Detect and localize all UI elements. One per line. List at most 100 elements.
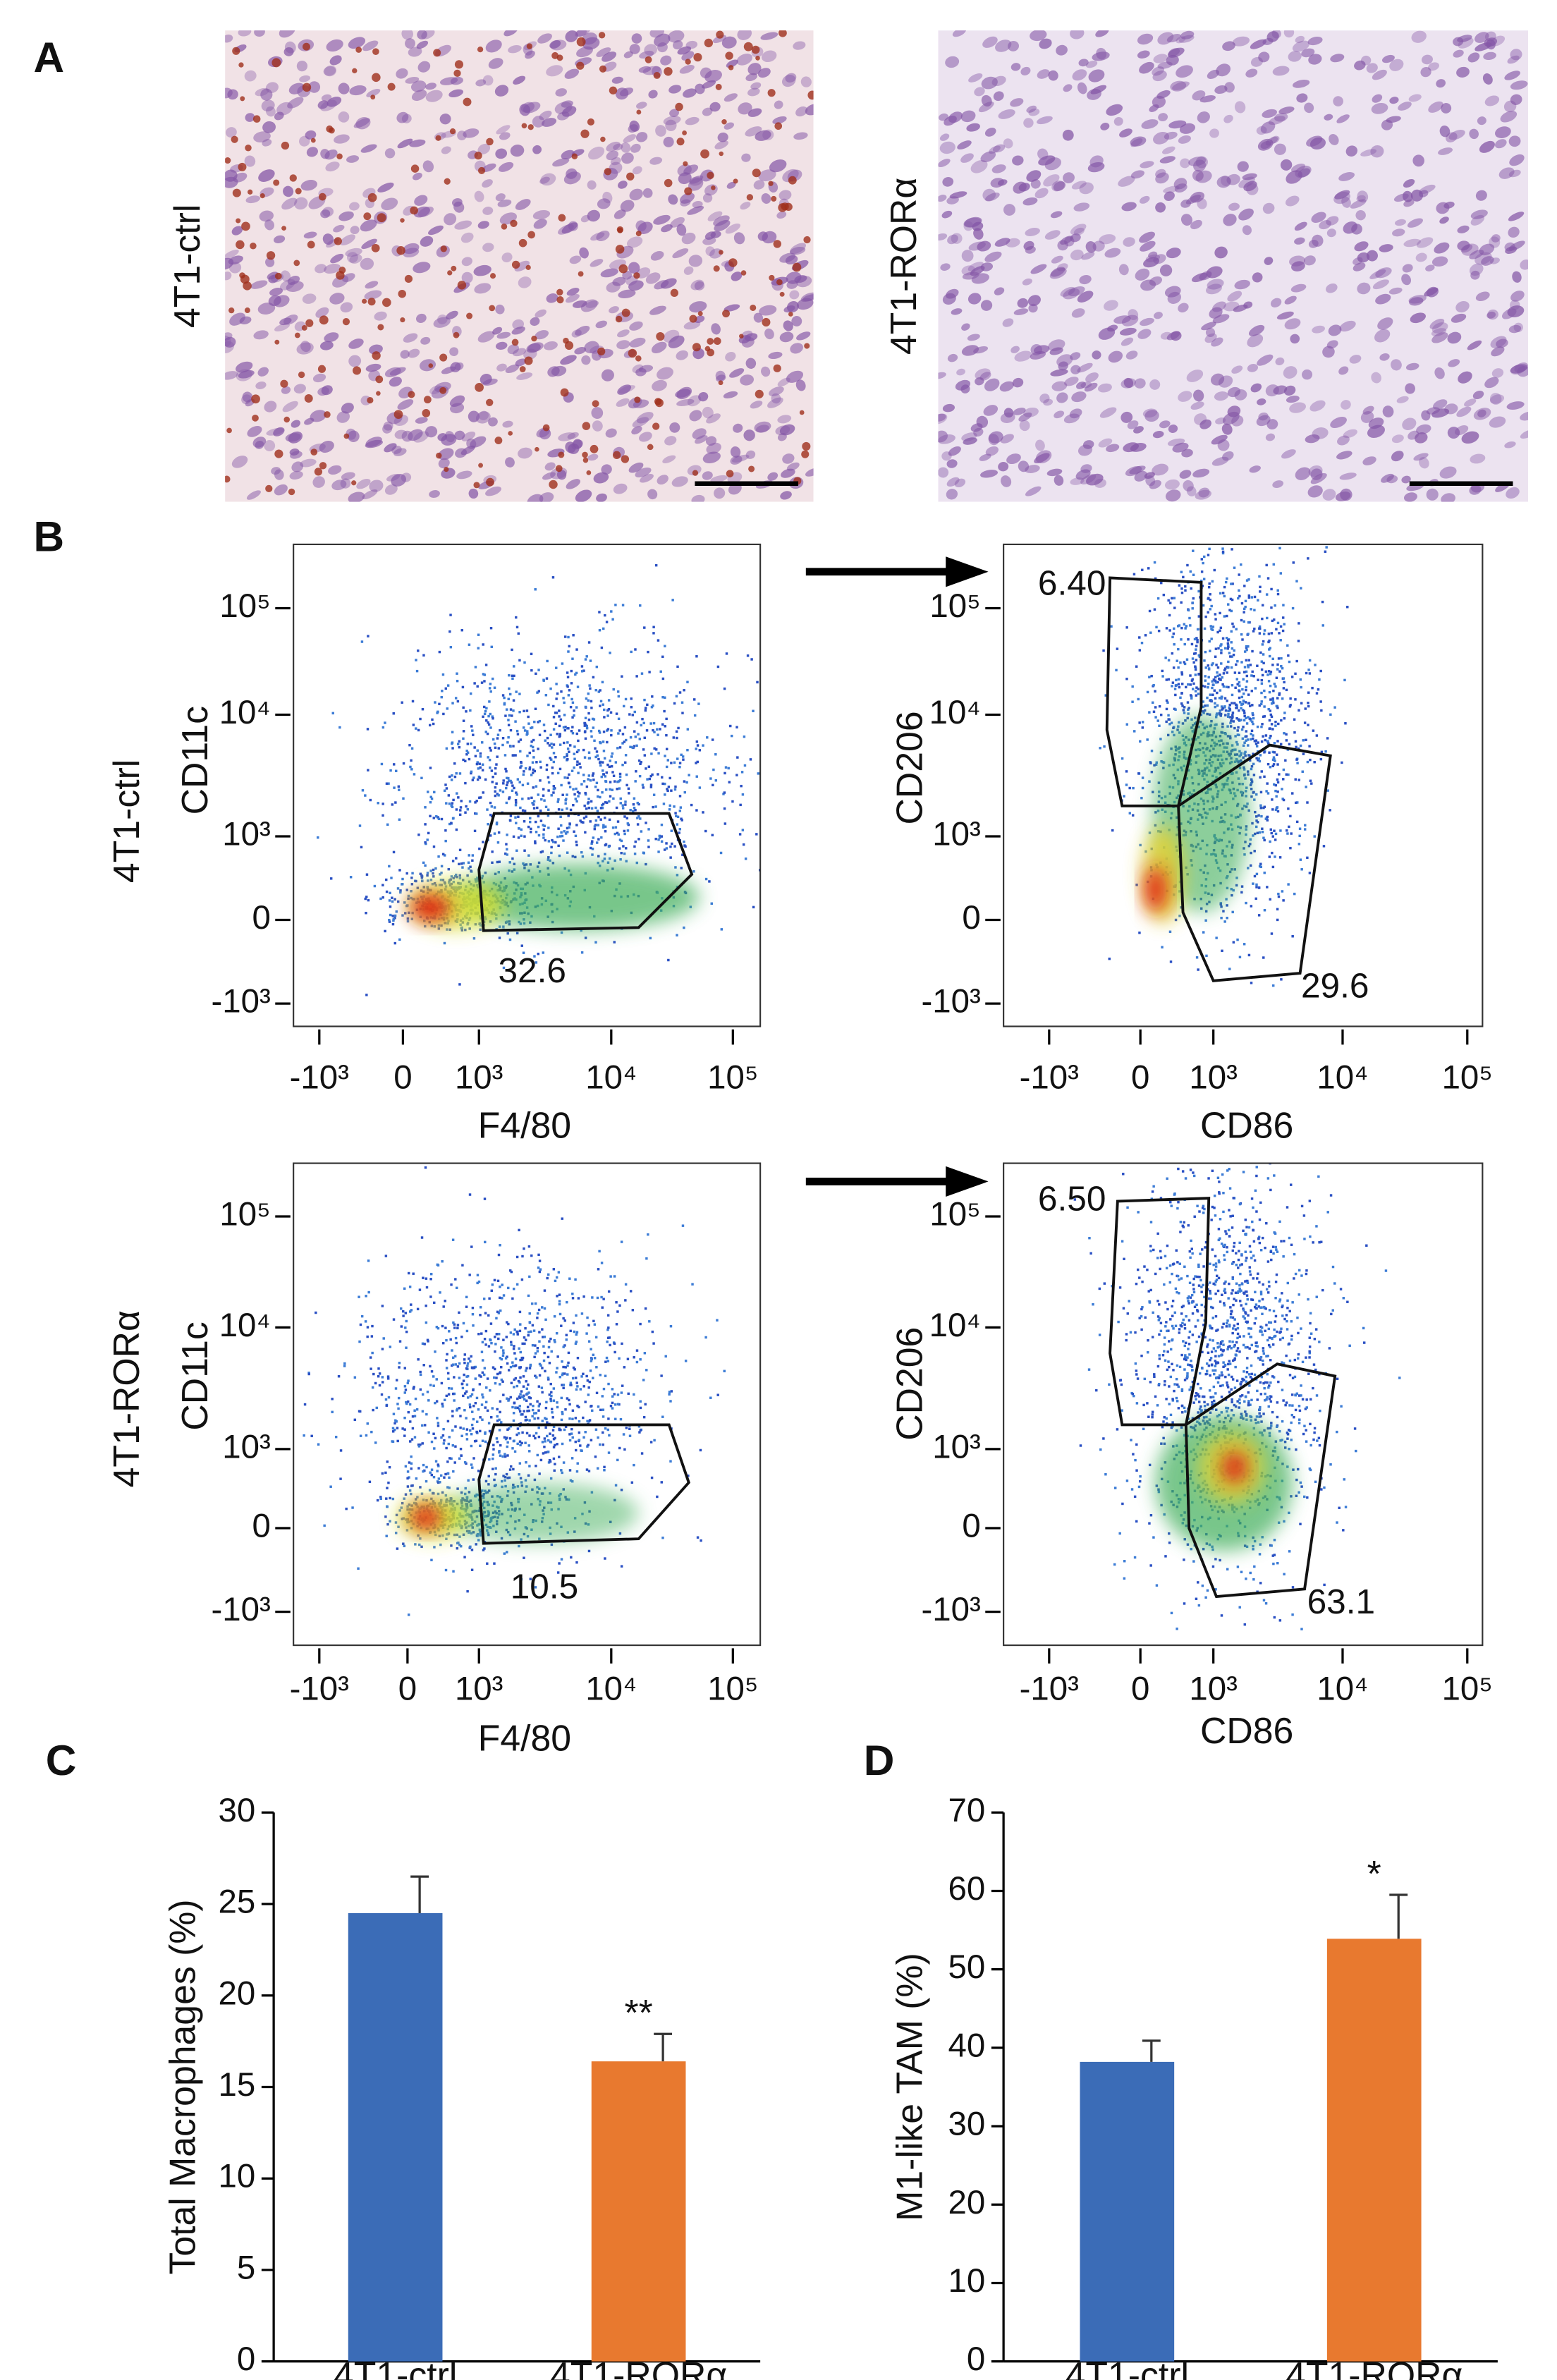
nucleus bbox=[1371, 372, 1381, 384]
nucleus bbox=[1447, 331, 1462, 344]
event-dot bbox=[1266, 792, 1270, 795]
event-dot bbox=[437, 855, 440, 858]
event-dot bbox=[1276, 781, 1280, 784]
nucleus bbox=[668, 194, 678, 205]
event-dot bbox=[664, 793, 666, 796]
event-dot bbox=[558, 724, 561, 728]
event-dot bbox=[604, 788, 608, 791]
event-dot bbox=[429, 814, 432, 817]
event-dot bbox=[660, 823, 664, 826]
nucleus bbox=[1130, 136, 1147, 147]
event-dot bbox=[743, 764, 747, 767]
nucleus bbox=[1470, 453, 1486, 464]
event-dot bbox=[509, 708, 513, 711]
event-dot bbox=[1273, 751, 1276, 754]
nucleus bbox=[754, 421, 771, 433]
event-dot bbox=[479, 928, 482, 931]
event-dot bbox=[543, 824, 546, 827]
nucleus bbox=[1402, 264, 1413, 273]
event-dot bbox=[649, 783, 653, 786]
nucleus bbox=[396, 68, 408, 79]
event-dot bbox=[1175, 683, 1178, 687]
nucleus bbox=[1192, 169, 1204, 181]
event-dot bbox=[496, 841, 500, 844]
nucleus bbox=[317, 100, 329, 109]
event-dot bbox=[507, 736, 510, 739]
event-dot bbox=[692, 870, 695, 873]
event-dot bbox=[549, 733, 552, 736]
panel-label: A bbox=[33, 33, 64, 81]
event-dot bbox=[1262, 735, 1264, 738]
stained-nucleus bbox=[707, 338, 714, 345]
event-dot bbox=[1211, 686, 1214, 690]
nucleus bbox=[1113, 116, 1123, 126]
event-dot bbox=[674, 866, 677, 869]
event-dot bbox=[608, 818, 611, 822]
nucleus bbox=[1470, 270, 1480, 280]
stained-nucleus bbox=[558, 214, 566, 222]
nucleus bbox=[1079, 274, 1092, 285]
stained-nucleus bbox=[238, 162, 247, 171]
nucleus bbox=[341, 472, 355, 480]
event-dot bbox=[1258, 625, 1262, 628]
nucleus bbox=[1176, 65, 1193, 78]
event-dot bbox=[573, 757, 576, 760]
event-dot bbox=[1250, 905, 1253, 908]
event-dot bbox=[1219, 712, 1223, 716]
event-dot bbox=[635, 721, 639, 724]
nucleus bbox=[396, 111, 409, 123]
event-dot bbox=[377, 802, 379, 805]
nucleus bbox=[326, 39, 343, 52]
event-dot bbox=[509, 745, 512, 748]
nucleus bbox=[1262, 202, 1275, 214]
event-dot bbox=[503, 696, 506, 700]
event-dot bbox=[1266, 742, 1270, 745]
stained-nucleus bbox=[599, 65, 607, 73]
event-dot bbox=[1183, 642, 1186, 646]
stained-nucleus bbox=[298, 371, 305, 379]
event-dot bbox=[1262, 956, 1265, 959]
nucleus bbox=[1257, 138, 1274, 151]
event-dot bbox=[484, 871, 487, 874]
event-dot bbox=[484, 778, 487, 781]
event-dot bbox=[1324, 750, 1327, 753]
nucleus bbox=[769, 386, 784, 396]
nucleus bbox=[974, 87, 985, 97]
nucleus bbox=[662, 455, 676, 463]
event-dot bbox=[1150, 750, 1154, 752]
event-dot bbox=[1135, 884, 1138, 886]
event-dot bbox=[1193, 637, 1197, 641]
event-dot bbox=[1255, 886, 1258, 889]
event-dot bbox=[1197, 615, 1201, 618]
nucleus bbox=[1484, 95, 1500, 106]
event-dot bbox=[367, 898, 370, 902]
event-dot bbox=[338, 726, 341, 729]
event-dot bbox=[1285, 688, 1288, 692]
event-dot bbox=[367, 635, 370, 637]
event-dot bbox=[412, 724, 415, 726]
nucleus bbox=[771, 393, 781, 404]
event-dot bbox=[576, 791, 580, 793]
nucleus bbox=[1099, 407, 1117, 418]
nucleus bbox=[356, 478, 371, 489]
event-dot bbox=[664, 696, 666, 699]
event-dot bbox=[554, 722, 557, 726]
event-dot bbox=[1244, 701, 1247, 704]
event-dot bbox=[1233, 671, 1237, 674]
nucleus bbox=[1281, 449, 1296, 459]
nucleus bbox=[1250, 56, 1263, 67]
event-dot bbox=[1183, 706, 1186, 709]
event-dot bbox=[556, 733, 558, 736]
nucleus bbox=[1180, 30, 1195, 39]
event-dot bbox=[1289, 704, 1292, 707]
event-dot bbox=[425, 842, 427, 846]
nucleus bbox=[694, 281, 705, 291]
event-dot bbox=[1324, 550, 1327, 553]
nucleus bbox=[795, 379, 806, 391]
event-dot bbox=[514, 754, 517, 757]
nucleus bbox=[1409, 297, 1424, 306]
nucleus bbox=[1391, 359, 1402, 371]
event-dot bbox=[584, 791, 587, 795]
nucleus bbox=[1000, 434, 1014, 444]
event-dot bbox=[695, 809, 698, 812]
